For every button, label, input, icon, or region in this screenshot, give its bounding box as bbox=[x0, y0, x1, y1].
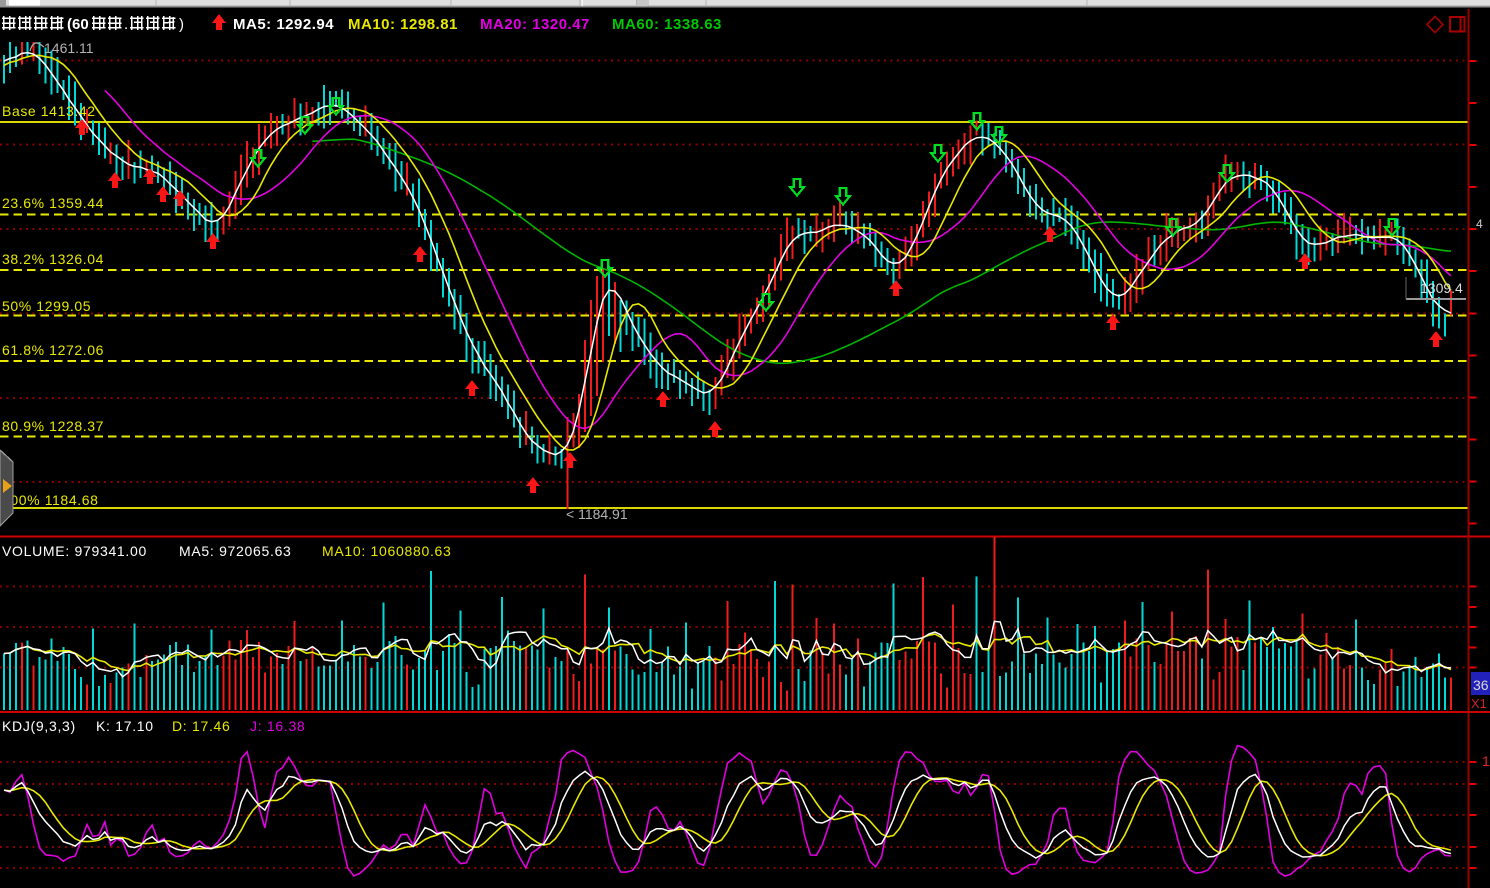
svg-text:23.6% 1359.44: 23.6% 1359.44 bbox=[2, 195, 104, 211]
svg-text:80.9% 1228.37: 80.9% 1228.37 bbox=[2, 418, 104, 434]
svg-text:1461.11: 1461.11 bbox=[44, 40, 94, 56]
svg-text:61.8% 1272.06: 61.8% 1272.06 bbox=[2, 342, 104, 358]
svg-text:): ) bbox=[179, 16, 184, 33]
svg-text:.: . bbox=[124, 16, 128, 33]
svg-text:D: 17.46: D: 17.46 bbox=[172, 718, 231, 734]
svg-text:J: 16.38: J: 16.38 bbox=[250, 718, 305, 734]
svg-text:MA5: 1292.94: MA5: 1292.94 bbox=[233, 16, 334, 33]
svg-text:4: 4 bbox=[1476, 217, 1483, 231]
svg-text:VOLUME: 979341.00: VOLUME: 979341.00 bbox=[2, 543, 147, 559]
svg-text:(60: (60 bbox=[67, 16, 89, 33]
svg-text:< 1184.91: < 1184.91 bbox=[566, 506, 628, 522]
svg-text:1: 1 bbox=[1482, 753, 1490, 769]
svg-text:KDJ(9,3,3): KDJ(9,3,3) bbox=[2, 718, 76, 734]
svg-text:X1: X1 bbox=[1471, 696, 1487, 711]
svg-text:MA20: 1320.47: MA20: 1320.47 bbox=[480, 16, 590, 33]
svg-text:50% 1299.05: 50% 1299.05 bbox=[2, 298, 91, 314]
svg-text:MA5: 972065.63: MA5: 972065.63 bbox=[179, 543, 292, 559]
svg-text:MA10: 1060880.63: MA10: 1060880.63 bbox=[322, 543, 452, 559]
svg-text:100% 1184.68: 100% 1184.68 bbox=[2, 492, 98, 508]
svg-text:Base 1413.42: Base 1413.42 bbox=[2, 103, 96, 119]
svg-text:MA10: 1298.81: MA10: 1298.81 bbox=[348, 16, 458, 33]
svg-text:1309.4: 1309.4 bbox=[1420, 280, 1463, 296]
svg-text:38.2% 1326.04: 38.2% 1326.04 bbox=[2, 251, 104, 267]
svg-text:MA60: 1338.63: MA60: 1338.63 bbox=[612, 16, 722, 33]
svg-text:36: 36 bbox=[1473, 677, 1489, 693]
svg-text:K: 17.10: K: 17.10 bbox=[96, 718, 154, 734]
